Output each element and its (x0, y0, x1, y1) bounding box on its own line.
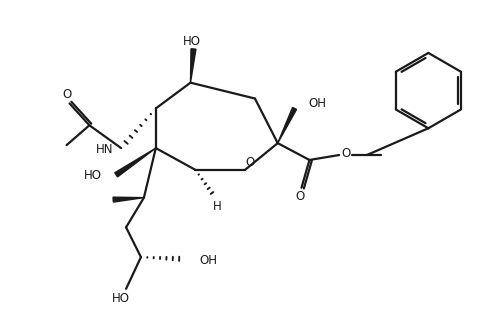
Polygon shape (115, 148, 156, 177)
Text: HO: HO (183, 35, 200, 47)
Text: O: O (341, 147, 351, 160)
Text: OH: OH (308, 97, 327, 110)
Text: O: O (62, 88, 71, 101)
Text: OH: OH (199, 254, 217, 267)
Text: HO: HO (84, 169, 102, 182)
Text: HO: HO (112, 292, 130, 305)
Text: O: O (295, 190, 304, 203)
Text: HN: HN (95, 143, 113, 155)
Polygon shape (190, 49, 196, 83)
Text: O: O (246, 156, 254, 170)
Text: H: H (213, 200, 221, 213)
Polygon shape (277, 107, 297, 143)
Polygon shape (113, 197, 144, 202)
